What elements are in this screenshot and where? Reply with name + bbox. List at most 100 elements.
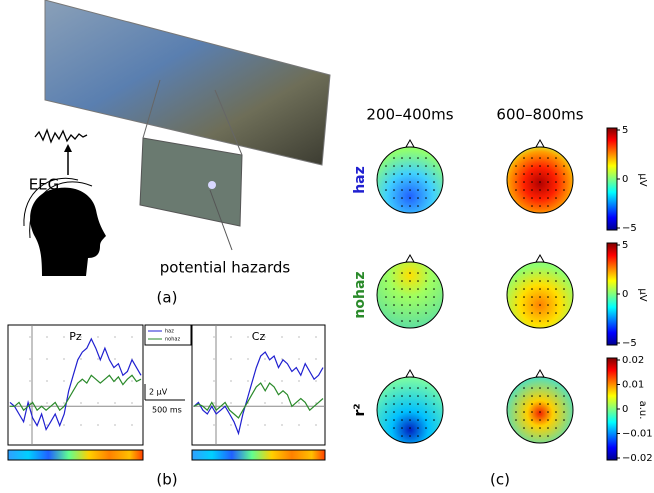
electrode <box>531 435 533 437</box>
colorbar-tick-label: 0.01 <box>622 380 644 391</box>
electrode <box>401 403 403 405</box>
color-strip <box>192 450 325 460</box>
electrode <box>409 165 411 167</box>
grid-dot <box>282 381 283 382</box>
electrode <box>409 197 411 199</box>
electrode <box>523 173 525 175</box>
electrode <box>555 403 557 405</box>
column-heading: 600–800ms <box>496 106 583 124</box>
grid-dot <box>30 403 31 404</box>
electrode <box>523 165 525 167</box>
grid-dot <box>115 403 116 404</box>
electrode <box>401 387 403 389</box>
grid-dot <box>265 403 266 404</box>
electrode <box>417 395 419 397</box>
topoplot <box>377 377 443 443</box>
electrode <box>401 304 403 306</box>
electrode <box>385 304 387 306</box>
electrode <box>515 280 517 282</box>
electrode <box>401 419 403 421</box>
electrode <box>417 403 419 405</box>
electrode <box>409 395 411 397</box>
colorbar-unit: µV <box>637 173 648 186</box>
grid-dot <box>132 337 133 338</box>
electrode <box>401 312 403 314</box>
eeg-label: EEG <box>29 176 60 194</box>
colorbar <box>607 128 617 230</box>
electrode <box>401 288 403 290</box>
electrode <box>539 157 541 159</box>
electrode <box>531 165 533 167</box>
grid-dot <box>81 359 82 360</box>
electrode <box>555 197 557 199</box>
electrode <box>425 189 427 191</box>
electrode <box>425 395 427 397</box>
grid-dot <box>64 359 65 360</box>
grid-dot <box>30 337 31 338</box>
topoplot <box>377 262 443 328</box>
electrode <box>531 411 533 413</box>
grid-dot <box>282 403 283 404</box>
electrode <box>515 165 517 167</box>
electrode <box>393 312 395 314</box>
electrode <box>547 288 549 290</box>
electrode <box>385 280 387 282</box>
electrode <box>539 411 541 413</box>
grid-dot <box>231 403 232 404</box>
electrode <box>563 395 565 397</box>
electrode <box>433 411 435 413</box>
electrode <box>393 403 395 405</box>
electrode <box>425 288 427 290</box>
electrode <box>515 395 517 397</box>
colorbar <box>607 358 617 460</box>
electrode <box>433 181 435 183</box>
electrode <box>385 403 387 405</box>
electrode <box>409 304 411 306</box>
colorbar-tick-label: 0.02 <box>622 355 644 366</box>
grid-dot <box>299 381 300 382</box>
electrode <box>425 165 427 167</box>
electrode <box>547 435 549 437</box>
grid-dot <box>64 403 65 404</box>
electrode <box>555 427 557 429</box>
grid-dot <box>248 425 249 426</box>
grid-dot <box>132 425 133 426</box>
electrode <box>523 280 525 282</box>
electrode <box>531 205 533 207</box>
electrode <box>393 189 395 191</box>
grid-dot <box>214 425 215 426</box>
electrode <box>539 435 541 437</box>
electrode <box>555 280 557 282</box>
topoplot <box>507 262 573 328</box>
color-strip <box>8 450 143 460</box>
grid-dot <box>98 337 99 338</box>
colorbar-unit: µV <box>637 288 648 301</box>
grid-dot <box>132 403 133 404</box>
colorbar-tick-label: 0 <box>622 289 628 300</box>
grid-dot <box>64 337 65 338</box>
legend-label: haz <box>165 329 174 335</box>
electrode <box>401 272 403 274</box>
electrode <box>531 395 533 397</box>
electrode <box>393 165 395 167</box>
electrode <box>547 173 549 175</box>
electrode <box>425 157 427 159</box>
electrode <box>393 411 395 413</box>
electrode <box>563 165 565 167</box>
colorbar-tick-label: −0.01 <box>622 429 653 440</box>
electrode <box>555 312 557 314</box>
electrode <box>393 427 395 429</box>
electrode <box>433 296 435 298</box>
electrode <box>539 205 541 207</box>
electrode <box>555 411 557 413</box>
electrode <box>539 403 541 405</box>
electrode <box>547 419 549 421</box>
plot-title: Cz <box>252 330 266 343</box>
grid-dot <box>316 359 317 360</box>
grid-dot <box>231 359 232 360</box>
electrode <box>409 435 411 437</box>
grid-dot <box>214 359 215 360</box>
electrode <box>393 173 395 175</box>
electrode <box>417 272 419 274</box>
electrode <box>531 296 533 298</box>
